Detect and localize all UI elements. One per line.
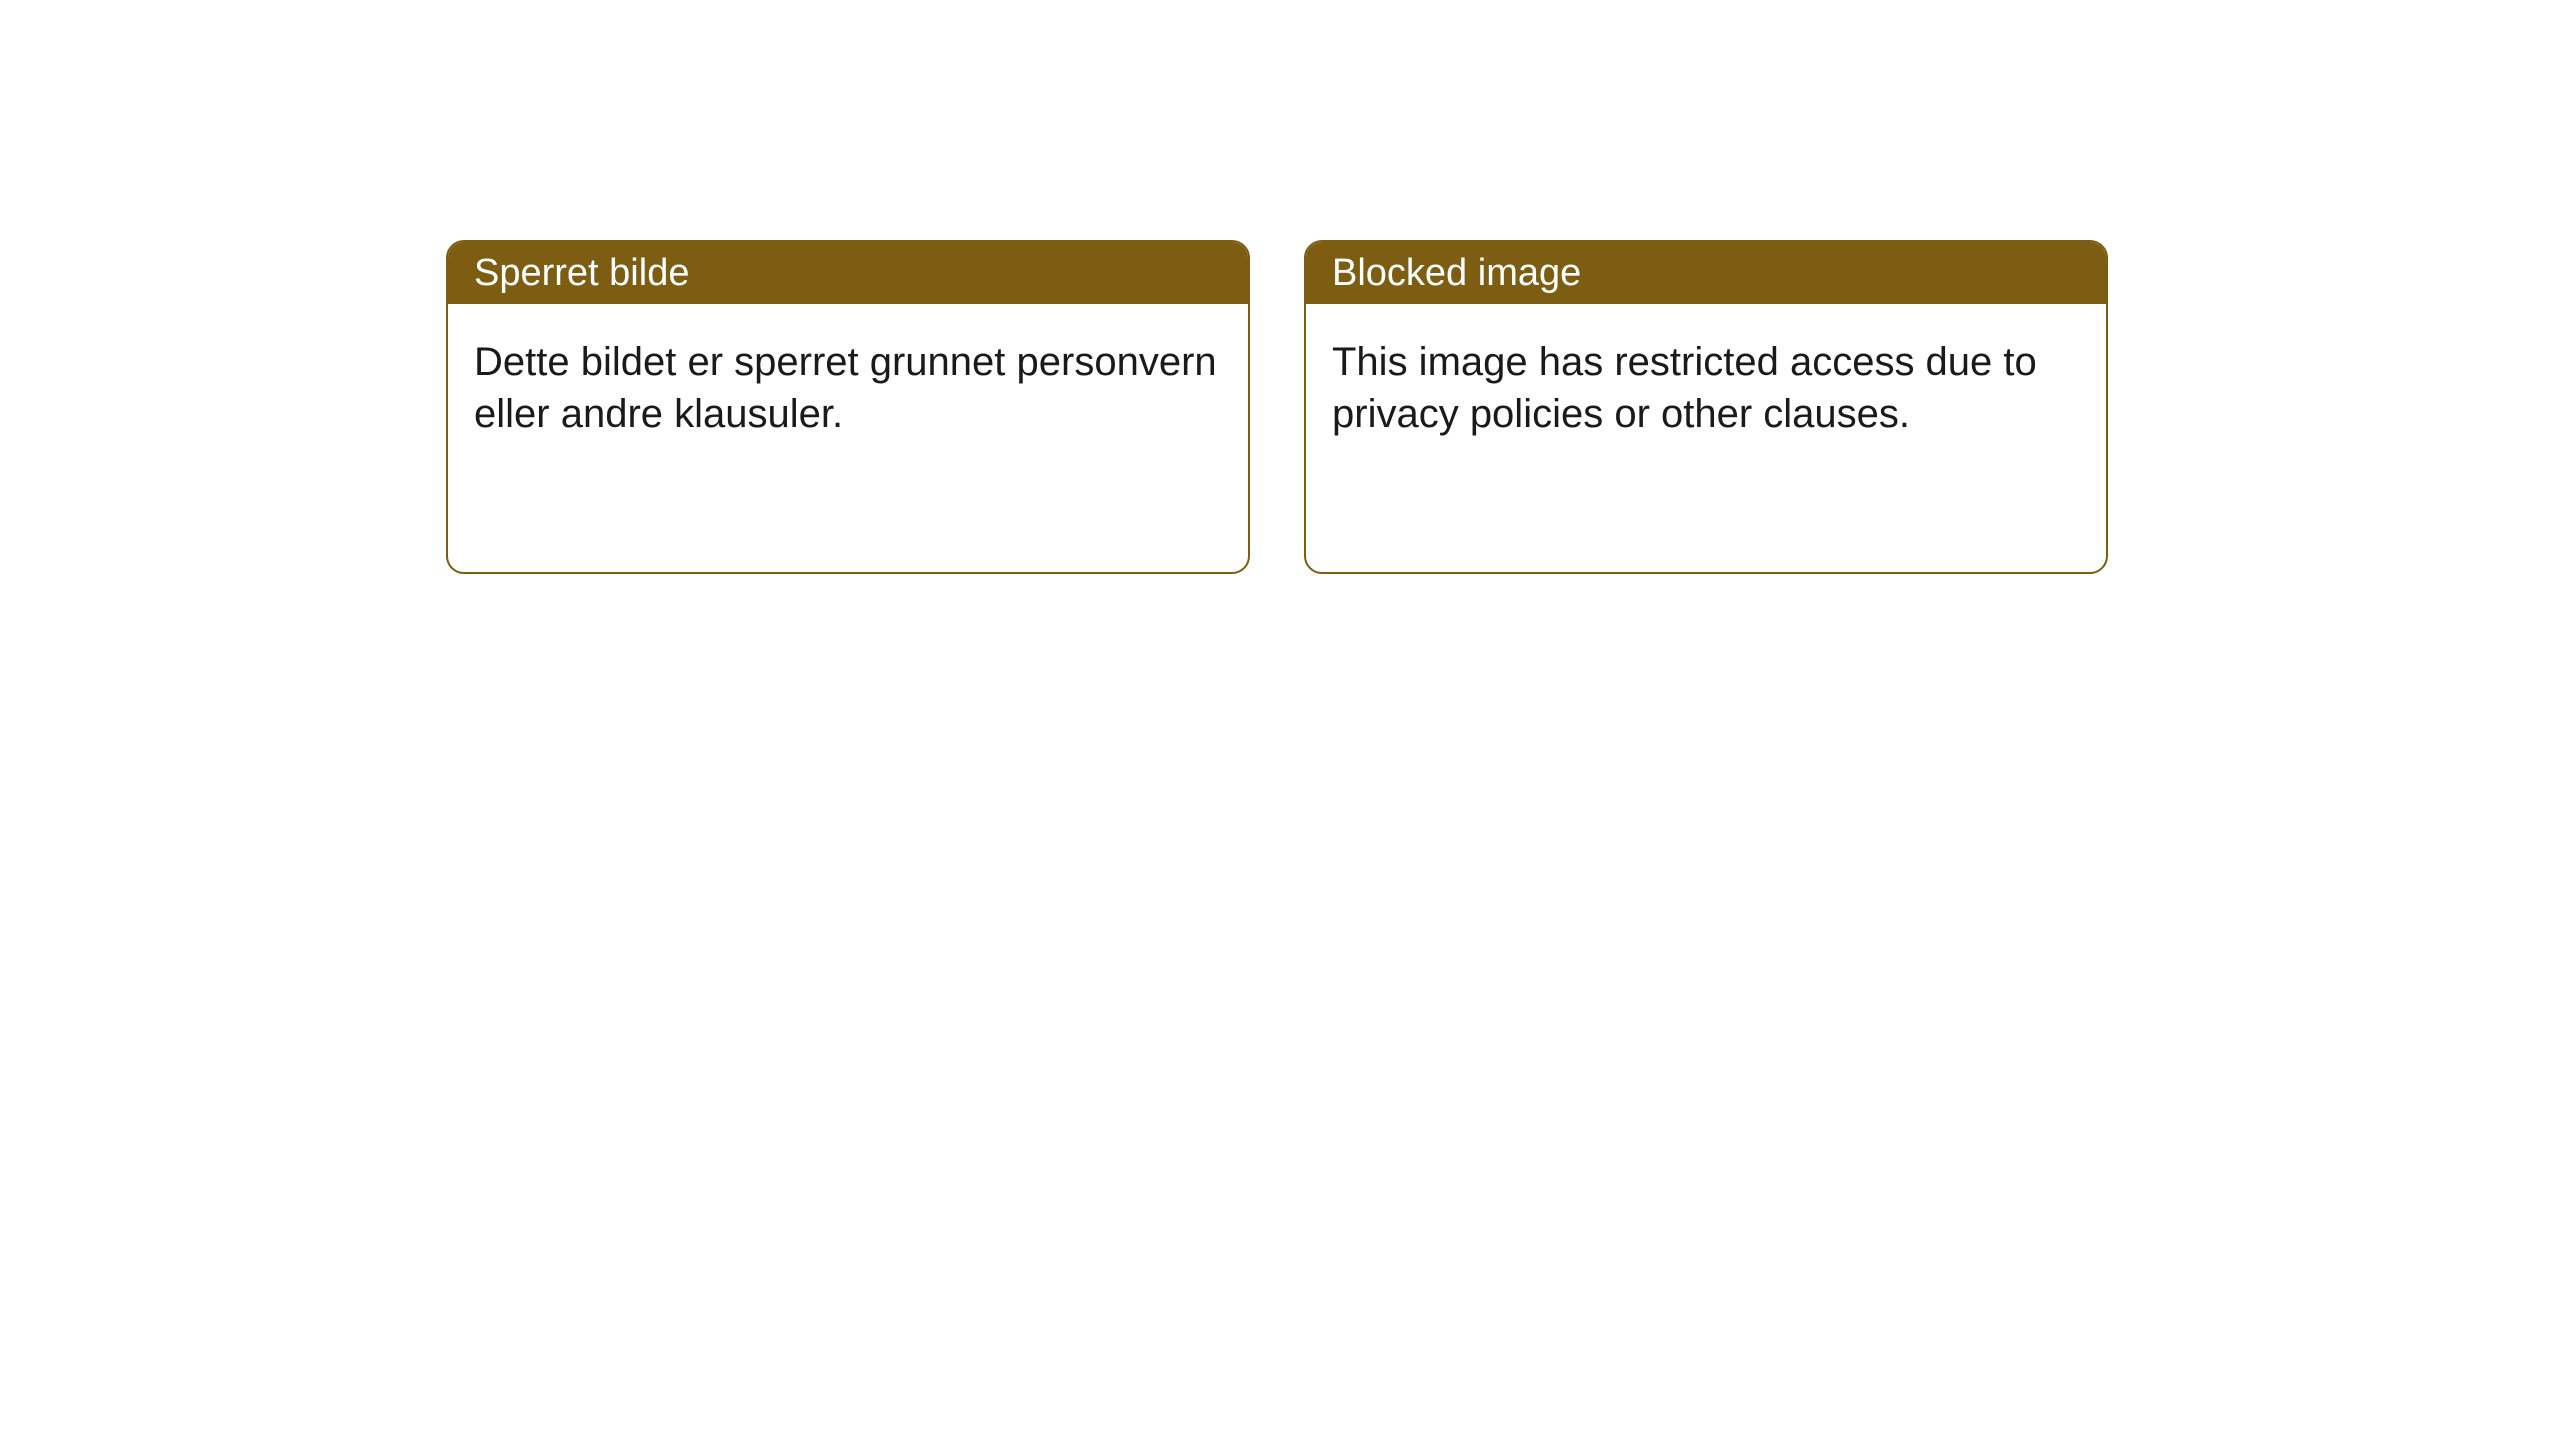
notice-header: Blocked image bbox=[1306, 242, 2106, 304]
notice-container: Sperret bilde Dette bildet er sperret gr… bbox=[0, 0, 2560, 574]
notice-title: Blocked image bbox=[1332, 252, 1581, 295]
notice-body: This image has restricted access due to … bbox=[1306, 304, 2106, 472]
notice-header: Sperret bilde bbox=[448, 242, 1248, 304]
notice-card-english: Blocked image This image has restricted … bbox=[1304, 240, 2108, 574]
notice-title: Sperret bilde bbox=[474, 252, 689, 295]
notice-message: Dette bildet er sperret grunnet personve… bbox=[474, 340, 1217, 436]
notice-message: This image has restricted access due to … bbox=[1332, 340, 2037, 436]
notice-card-norwegian: Sperret bilde Dette bildet er sperret gr… bbox=[446, 240, 1250, 574]
notice-body: Dette bildet er sperret grunnet personve… bbox=[448, 304, 1248, 472]
